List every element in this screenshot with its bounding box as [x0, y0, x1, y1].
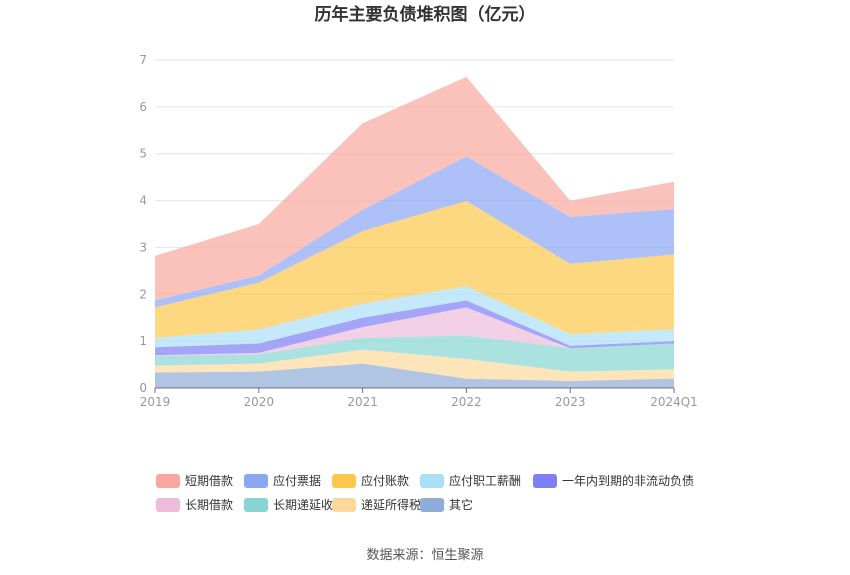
- legend-swatch: [244, 474, 268, 488]
- legend-swatch: [332, 498, 356, 512]
- axes: 2019 2020 2021 2022 2023 2024Q1: [140, 387, 698, 409]
- legend-item[interactable]: 长期递延收益: [244, 498, 345, 512]
- x-tick-label: 2024Q1: [650, 395, 698, 409]
- area-series-8: [155, 76, 674, 301]
- area-series-4: [155, 300, 674, 356]
- legend-label: 长期递延收益: [273, 498, 345, 512]
- legend-swatch: [533, 474, 557, 488]
- legend-item[interactable]: 应付票据: [244, 473, 321, 488]
- legend-label: 应付账款: [361, 473, 409, 488]
- source-text: 数据来源：恒生聚源: [366, 548, 483, 563]
- legend-swatch: [156, 474, 180, 488]
- legend-label: 其它: [449, 497, 473, 512]
- legend-item[interactable]: 应付账款: [332, 473, 409, 488]
- legend-label: 应付职工薪酬: [449, 473, 521, 488]
- y-tick-label: 2: [139, 287, 147, 301]
- area-series-0: [155, 363, 674, 388]
- x-tick-label: 2021: [347, 395, 378, 409]
- area-series-3: [155, 307, 674, 357]
- legend-swatch: [420, 498, 444, 512]
- legend-label: 一年内到期的非流动负债: [562, 473, 694, 488]
- y-tick-label: 1: [139, 334, 147, 348]
- legend-swatch: [332, 474, 356, 488]
- legend-swatch: [420, 474, 444, 488]
- legend-item[interactable]: 一年内到期的非流动负债: [533, 473, 694, 488]
- area-series-7: [155, 156, 674, 308]
- legend-item[interactable]: 其它: [420, 497, 473, 512]
- y-tick-label: 4: [139, 194, 147, 208]
- legend: 短期借款 应付票据 应付账款 应付职工薪酬 一年内到期的非流动负债长期借款 长期递延收益递…: [156, 473, 694, 512]
- legend-item[interactable]: 应付职工薪酬: [420, 473, 521, 488]
- legend-label: 长期借款: [185, 498, 233, 512]
- x-tick-label: 2022: [451, 395, 482, 409]
- legend-swatch: [156, 498, 180, 512]
- y-tick-label: 5: [139, 147, 147, 161]
- area-series-1: [155, 349, 674, 381]
- x-tick-label: 2019: [140, 395, 171, 409]
- chart-title: 历年主要负债堆积图（亿元）: [315, 4, 536, 25]
- x-tick-label: 2020: [244, 395, 275, 409]
- legend-item[interactable]: 长期借款: [156, 498, 233, 512]
- area-series-2: [155, 335, 674, 372]
- legend-item[interactable]: 短期借款: [156, 474, 233, 488]
- legend-swatch: [244, 498, 268, 512]
- y-tick-label: 3: [139, 240, 147, 254]
- stacked-area-series: [155, 76, 674, 388]
- legend-label: 短期借款: [185, 474, 233, 488]
- area-series-6: [155, 201, 674, 338]
- y-tick-label: 7: [139, 53, 147, 67]
- x-tick-label: 2023: [555, 395, 586, 409]
- area-series-5: [155, 286, 674, 348]
- y-tick-label: 6: [139, 100, 147, 114]
- y-tick-label: 0: [139, 381, 147, 395]
- legend-label: 应付票据: [273, 473, 321, 488]
